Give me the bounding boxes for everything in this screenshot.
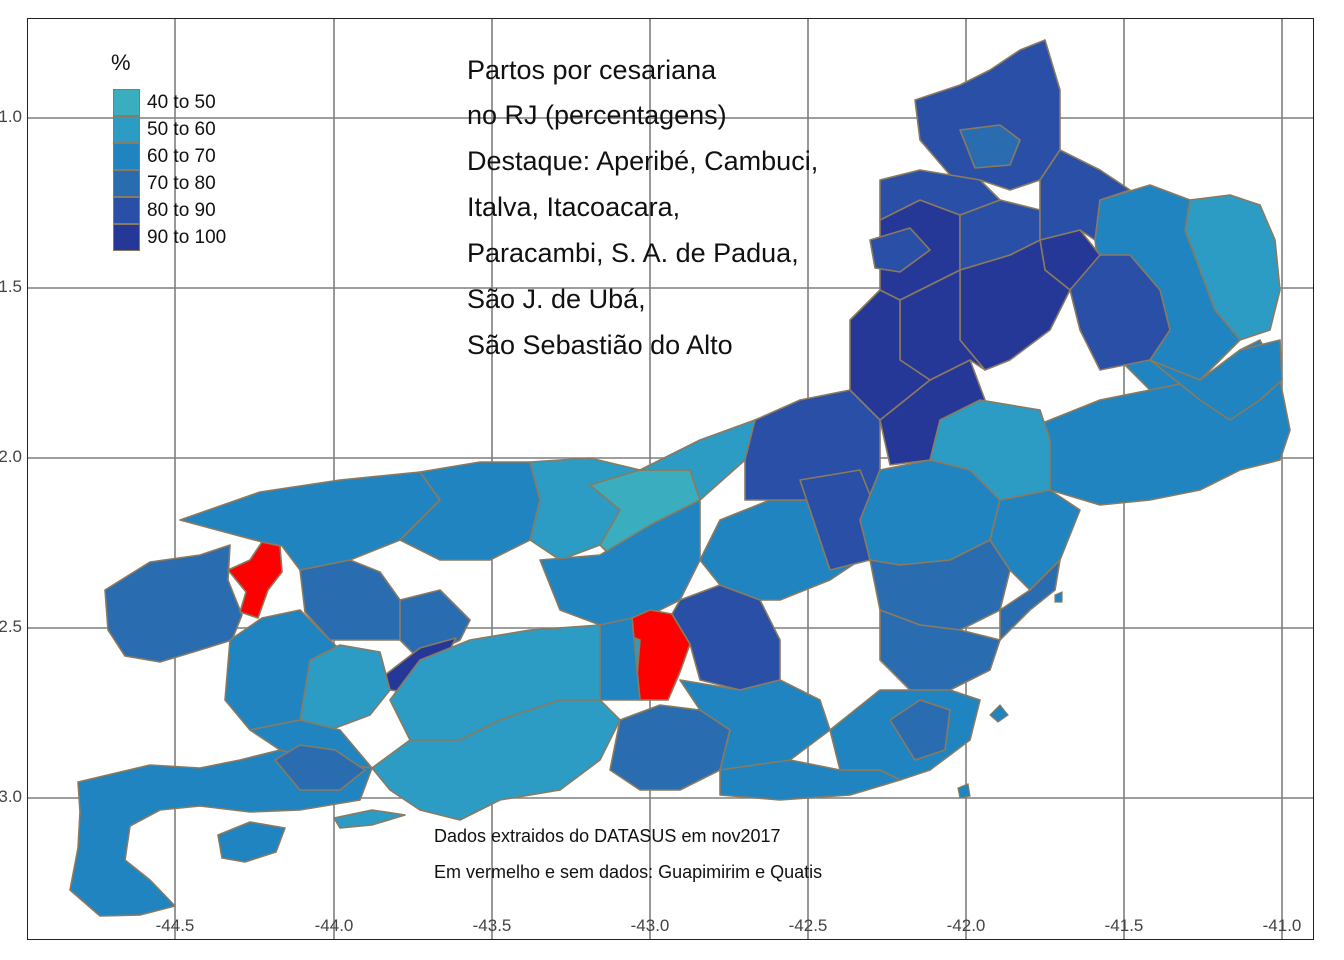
legend-title: % [111, 50, 131, 75]
legend-swatch-70-80 [113, 170, 140, 197]
region-laje [869, 227, 931, 273]
region-bom-jesus [1059, 254, 1171, 371]
title-line-6: São J. de Ubá, [467, 284, 646, 314]
x-tick-label: -44.0 [314, 916, 354, 935]
region-costa-verde [69, 749, 373, 917]
region-magé [599, 617, 641, 701]
region-islet-2 [957, 783, 971, 799]
region-mangaratiba [274, 744, 366, 791]
x-tick-label: -42.0 [946, 916, 986, 935]
title-line-4: Italva, Itacoacara, [467, 192, 681, 222]
y-tick-label: -22.5 [0, 617, 22, 636]
title-line-7: São Sebastião do Alto [467, 330, 733, 360]
y-tick-label: -21.5 [0, 277, 22, 296]
legend-swatch-90-100 [113, 224, 140, 251]
legend-label-50-60: 50 to 60 [147, 119, 216, 140]
region-resende [104, 544, 243, 663]
y-tick-label: -22.0 [0, 447, 22, 466]
x-tick-label: -43.5 [472, 916, 512, 935]
region-marambaia [333, 809, 406, 829]
region-islet-3 [1054, 591, 1063, 603]
legend-swatch-80-90 [113, 197, 140, 224]
region-pirai [299, 644, 391, 731]
x-tick-label: -42.5 [788, 916, 828, 935]
region-ilha-grande [217, 821, 286, 863]
region-sao-fidelis [929, 399, 1051, 501]
y-tick-label: -23.0 [0, 787, 22, 806]
region-vassouras [399, 461, 541, 561]
region-quatis [227, 541, 283, 619]
region-sao-jose-uba [879, 169, 1001, 221]
legend-label-90-100: 90 to 100 [147, 227, 227, 248]
legend-label-70-80: 70 to 80 [147, 173, 216, 194]
legend-label-60-70: 60 to 70 [147, 146, 216, 167]
region-arraial [889, 699, 951, 761]
region-campos-south [1149, 339, 1283, 421]
region-porciuncula [959, 124, 1021, 169]
y-tick-label: -21.0 [0, 107, 22, 126]
region-natividade [1039, 149, 1131, 241]
region-rio-de-janeiro [371, 699, 621, 821]
region-islet-1 [989, 704, 1009, 723]
x-tick-label: -43.0 [630, 916, 670, 935]
caption-line-2: Em vermelho e sem dados: Guapimirim e Qu… [434, 862, 823, 882]
map-panel-border [27, 18, 1314, 940]
x-tick-label: -41.5 [1104, 916, 1144, 935]
title-line-2: no RJ (percentagens) [467, 100, 727, 130]
region-petropolis [539, 499, 701, 626]
title-line-3: Destaque: Aperibé, Cambuci, [467, 146, 819, 176]
legend-label-80-90: 80 to 90 [147, 200, 216, 221]
caption-line-1: Dados extraidos do DATASUS em nov2017 [434, 826, 781, 846]
region-casimiro [879, 609, 1001, 691]
x-tick-label: -44.5 [155, 916, 195, 935]
title-line-1: Partos por cesariana [467, 55, 717, 85]
legend-swatch-50-60 [113, 116, 140, 143]
legend-label-40-50: 40 to 50 [147, 92, 216, 113]
title-line-5: Paracambi, S. A. de Padua, [467, 238, 799, 268]
x-tick-label: -41.0 [1262, 916, 1302, 935]
legend-swatch-60-70 [113, 143, 140, 170]
legend-swatch-40-50 [113, 89, 140, 116]
